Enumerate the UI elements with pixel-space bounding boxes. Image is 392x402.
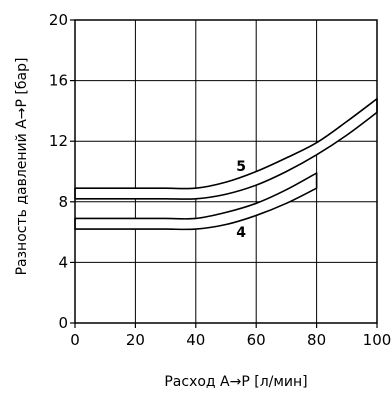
- x-tick-label: 60: [247, 331, 266, 349]
- plot-frame: [74, 19, 378, 324]
- x-tick-label: 80: [307, 331, 326, 349]
- y-axis-title: Разность давлений A→P [бар]: [14, 58, 30, 276]
- band-4: [74, 172, 318, 231]
- series-layer: 54: [74, 97, 378, 241]
- x-tick-label: 40: [186, 331, 205, 349]
- x-tick-label: 20: [126, 331, 145, 349]
- y-tick-label: 16: [49, 72, 68, 90]
- band-5: [74, 97, 378, 200]
- tick-labels: 0 20 40 60 80 100 0 4 8 12 16 20: [49, 11, 391, 349]
- curve-label-4: 4: [236, 225, 246, 241]
- x-tick-label: 0: [70, 331, 80, 349]
- x-axis-title: Расход A→P [л/мин]: [164, 374, 307, 390]
- grid: [75, 20, 377, 323]
- y-tick-label: 8: [58, 193, 68, 211]
- y-tick-label: 20: [49, 11, 68, 29]
- y-tick-label: 12: [49, 132, 68, 150]
- x-tick-label: 100: [363, 331, 392, 349]
- y-tick-label: 4: [58, 253, 68, 271]
- curve-label-5: 5: [236, 159, 246, 175]
- y-tick-label: 0: [58, 314, 68, 332]
